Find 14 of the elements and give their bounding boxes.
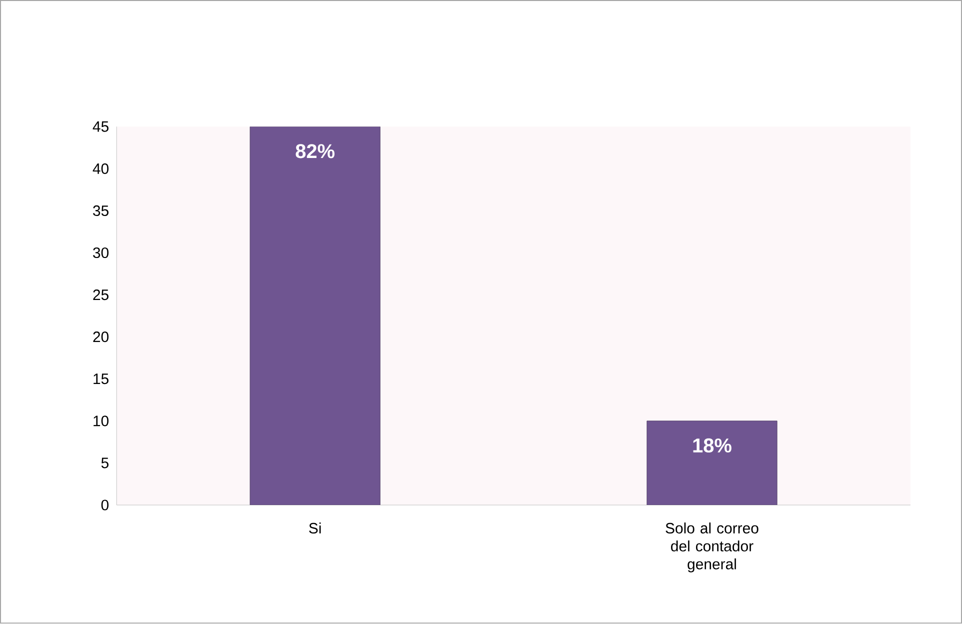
x-tick-label: Solo al correo del contador general (666, 522, 758, 573)
y-tick-label: 35 (93, 206, 108, 216)
y-tick-label: 45 (92, 122, 108, 132)
y-tick-label: 10 (94, 416, 109, 426)
y-tick-label: 5 (101, 458, 108, 468)
y-tick-label: 0 (101, 500, 109, 510)
y-tick-label: 25 (93, 290, 108, 300)
y-tick-label: 15 (94, 374, 108, 384)
annotation: 18% (693, 438, 732, 453)
y-tick-label: 30 (93, 248, 109, 258)
x-tick-label: Si (309, 522, 321, 534)
annotation: 82% (296, 144, 335, 158)
y-tick-label: 40 (92, 164, 109, 174)
y-tick-label: 20 (93, 332, 109, 342)
